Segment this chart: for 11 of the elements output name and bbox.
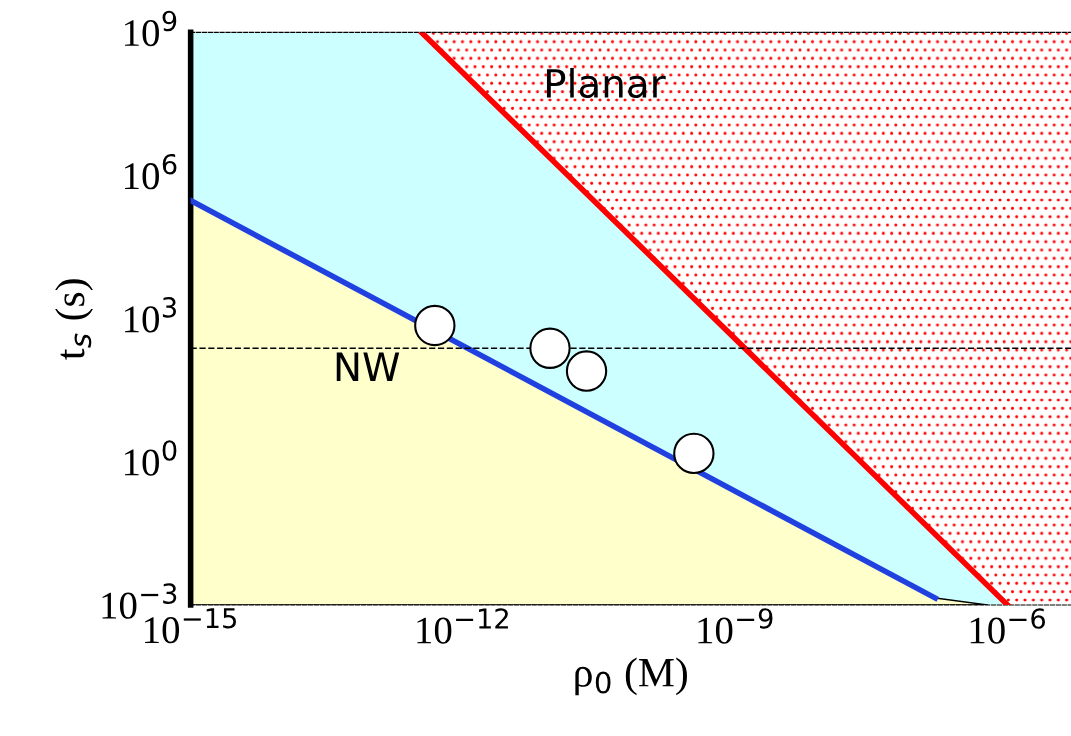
y-tick-label: 10$^{3}$ [125,297,176,333]
x-tick-label: 10$^{−12}$ [417,608,508,644]
x-tick-label: 10$^{−6}$ [970,608,1045,644]
annotation: NW [336,352,400,381]
x-tick-label: 10$^{−15}$ [145,608,236,644]
y-tick-label: 10$^{9}$ [125,10,177,47]
x-axis-title: ρ$_{0}$ (M) [575,657,687,696]
y-tick-label: 10$^{6}$ [125,153,177,190]
x-tick-label: 10$^{−9}$ [698,608,773,644]
y-axis-title: t$_{s}$ (s) [55,279,93,360]
y-tick-label: 10$^{0}$ [125,440,177,476]
